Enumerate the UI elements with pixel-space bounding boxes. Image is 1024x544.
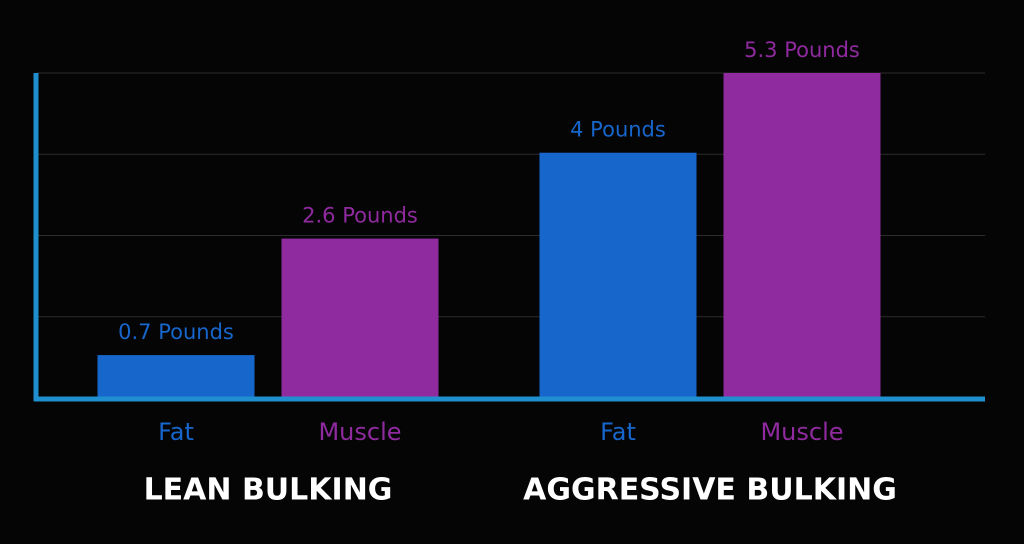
bar bbox=[539, 152, 697, 398]
legend-label: Muscle bbox=[760, 418, 843, 446]
value-label: 4 Pounds bbox=[570, 118, 666, 142]
legend-label: Fat bbox=[158, 418, 194, 446]
group-label: LEAN BULKING bbox=[144, 473, 393, 508]
value-label: 0.7 Pounds bbox=[118, 320, 234, 344]
bar bbox=[281, 238, 439, 398]
group-label: AGGRESSIVE BULKING bbox=[523, 473, 897, 508]
bar bbox=[723, 73, 881, 398]
value-label: 2.6 Pounds bbox=[302, 204, 418, 228]
legend-label: Muscle bbox=[318, 418, 401, 446]
bar bbox=[97, 355, 255, 398]
value-label: 5.3 Pounds bbox=[744, 38, 860, 62]
legend-label: Fat bbox=[600, 418, 636, 446]
